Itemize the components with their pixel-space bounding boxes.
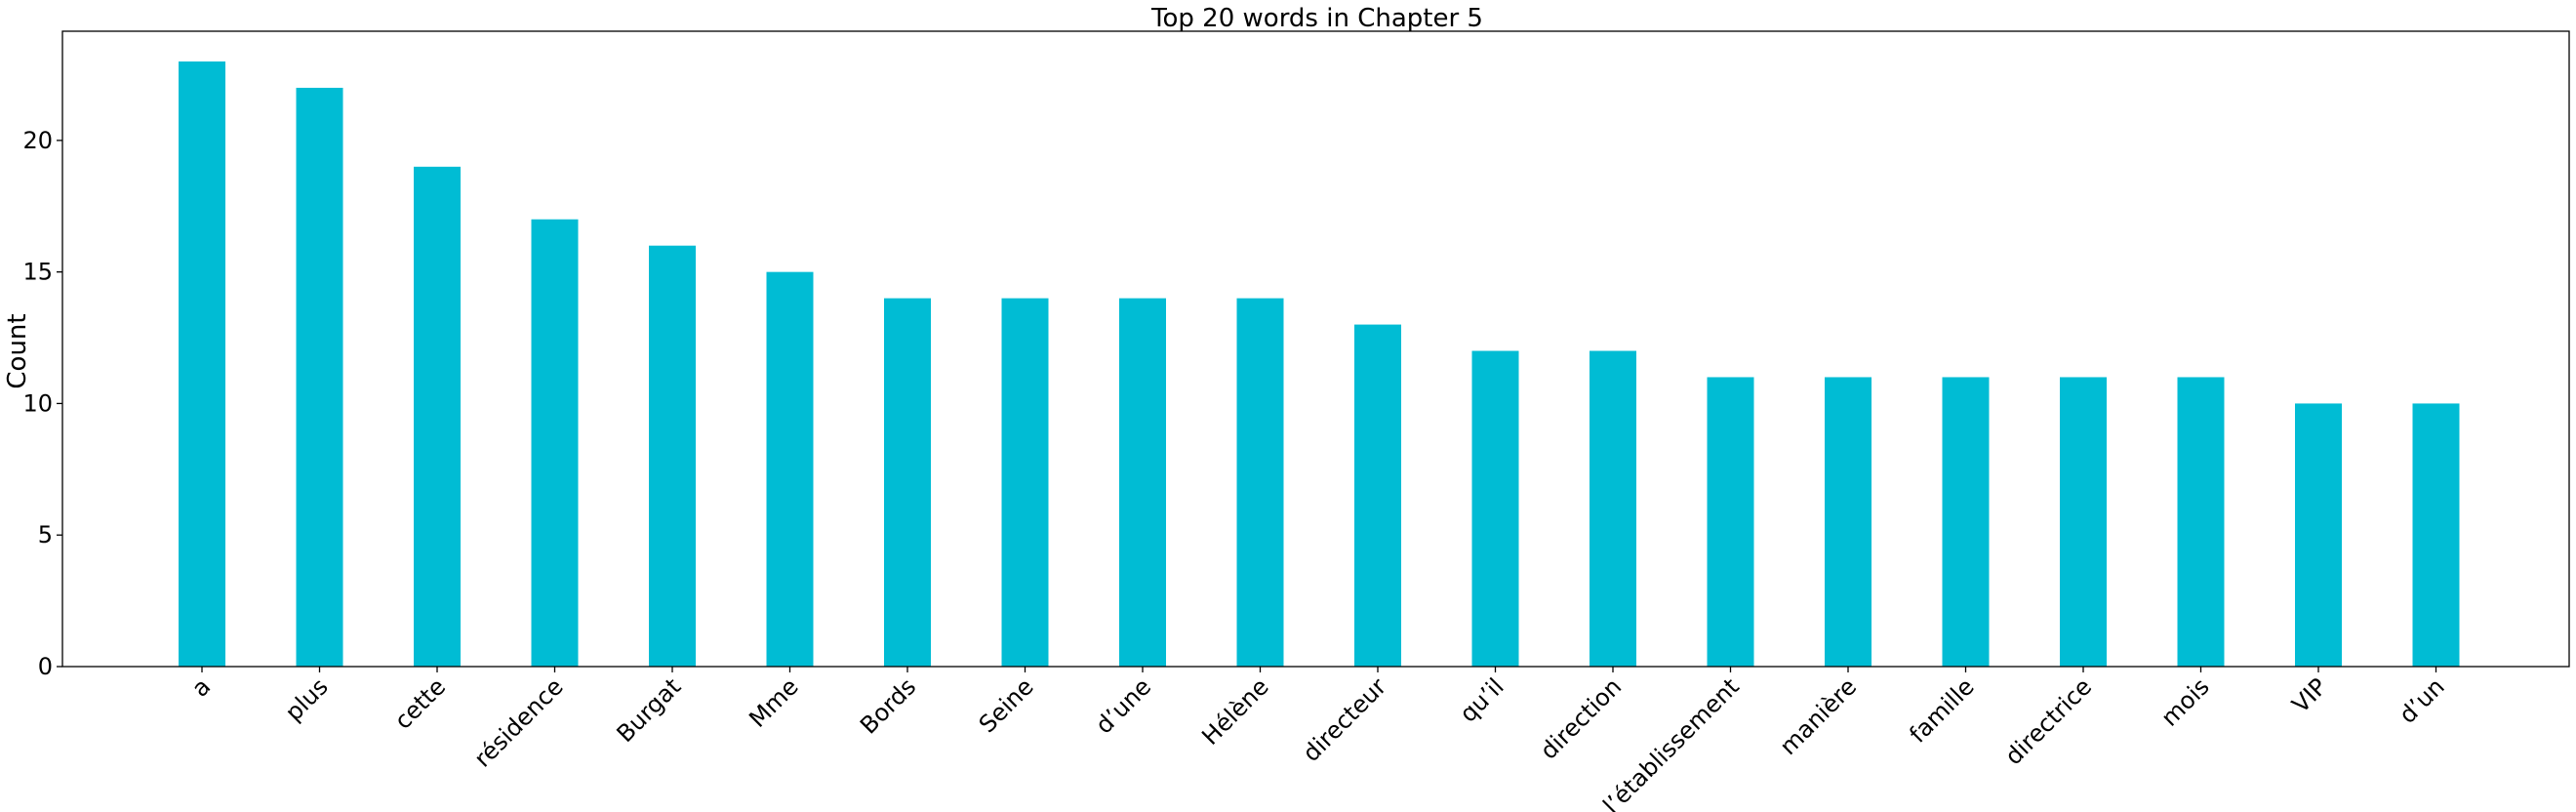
bar-2 — [414, 166, 461, 668]
bar-9 — [1236, 298, 1284, 667]
bar-13 — [1707, 377, 1754, 667]
x-tick-label: qu’il — [1455, 672, 1509, 727]
y-tick-label: 5 — [38, 521, 53, 548]
bar-11 — [1471, 350, 1519, 667]
x-tick-label: Hélène — [1196, 672, 1273, 750]
x-tick-label: manière — [1775, 672, 1863, 760]
x-tick-label: plus — [280, 672, 334, 726]
bar-12 — [1590, 350, 1636, 667]
bar-5 — [766, 271, 814, 667]
bar-15 — [1942, 377, 1990, 667]
y-ticks-group: 0 5 10 15 20 — [22, 127, 62, 680]
x-tick-label: Burgat — [612, 672, 687, 748]
bar-10 — [1354, 324, 1401, 667]
bar-3 — [531, 219, 579, 667]
x-tick-label: famille — [1904, 672, 1979, 748]
bar-7 — [1001, 298, 1049, 667]
chart-title: Top 20 words in Chapter 5 — [1150, 4, 1483, 33]
bar-17 — [2177, 377, 2225, 667]
x-tick-label: d’un — [2394, 672, 2449, 728]
bar-16 — [2060, 377, 2107, 667]
x-tick-label: cette — [389, 672, 451, 734]
x-tick-label: mois — [2155, 672, 2214, 731]
plot-frame — [61, 30, 2570, 668]
x-tick-label: Bords — [855, 672, 921, 739]
x-tick-label: résidence — [469, 672, 569, 772]
x-tick-label: Mme — [744, 672, 803, 732]
bar-14 — [1825, 377, 1872, 667]
x-tick-label: Seine — [974, 672, 1039, 738]
y-tick-label: 0 — [38, 653, 53, 680]
x-ticks-group: a plus cette résidence Burgat Mme Bords Seine d’… — [186, 667, 2450, 812]
x-tick-label: directrice — [1999, 672, 2097, 770]
x-tick-label: directeur — [1298, 672, 1392, 767]
x-tick-label: a — [186, 672, 216, 702]
x-tick-label: VIP — [2287, 672, 2333, 718]
bar-4 — [649, 245, 696, 667]
bar-0 — [179, 61, 225, 667]
y-tick-label: 20 — [22, 127, 53, 154]
bars-group — [179, 61, 2460, 668]
x-tick-label: direction — [1535, 672, 1627, 764]
bar-18 — [2295, 403, 2342, 667]
bar-8 — [1119, 298, 1166, 667]
bar-1 — [296, 87, 343, 667]
bar-19 — [2412, 403, 2460, 667]
y-axis-label: Count — [3, 313, 32, 388]
x-tick-label: d’une — [1090, 672, 1156, 739]
y-tick-label: 10 — [22, 389, 53, 417]
bar-6 — [884, 298, 931, 667]
y-tick-label: 15 — [22, 259, 53, 286]
